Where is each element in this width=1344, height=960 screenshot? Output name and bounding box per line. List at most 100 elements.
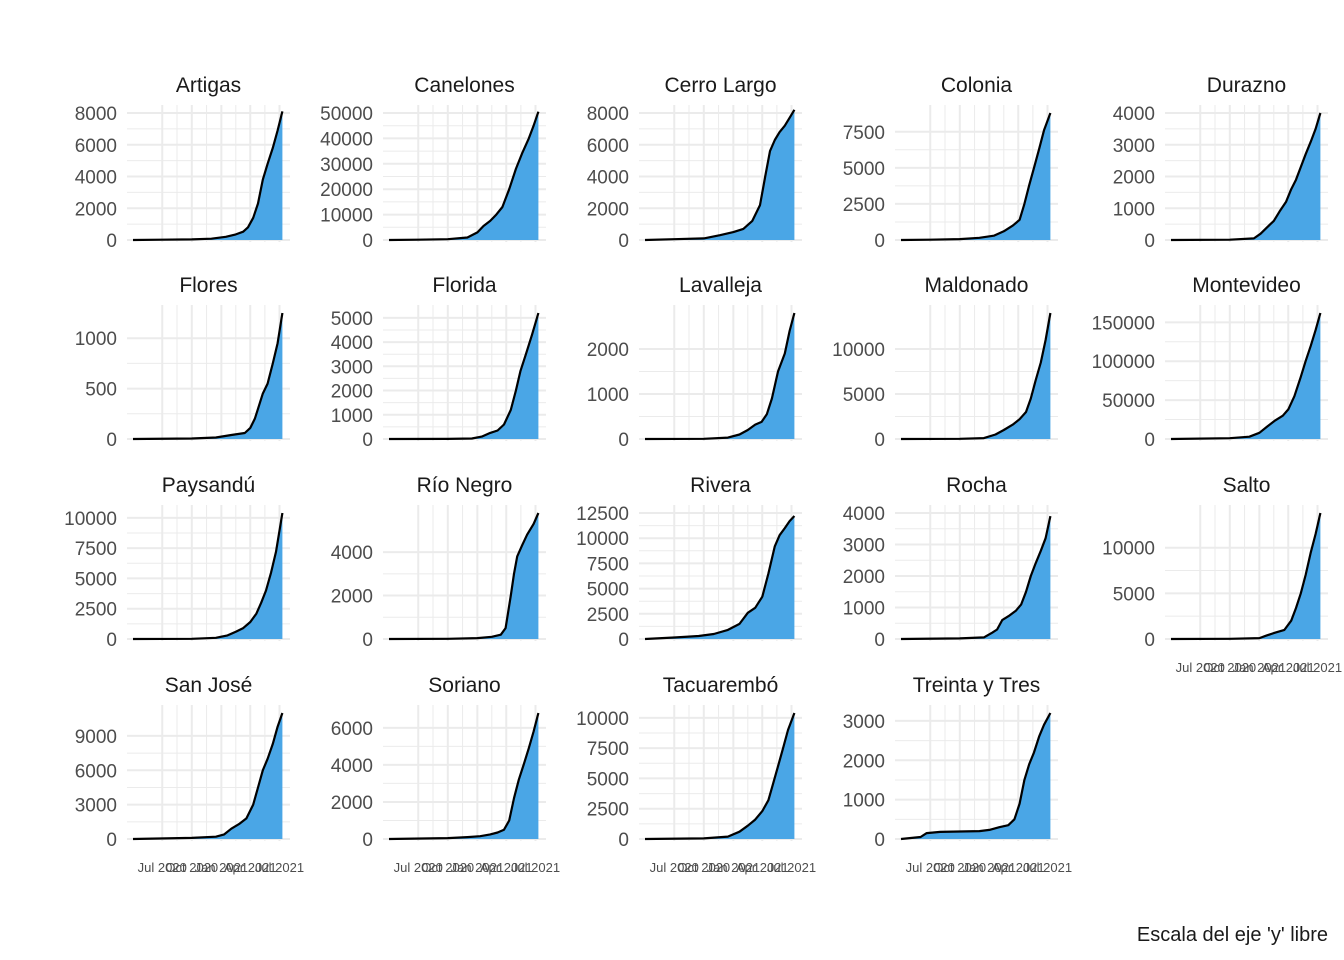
series-line-artigas	[132, 111, 284, 242]
y-axis: 0 5000 10000	[832, 340, 1058, 451]
y-tick-label: 0	[362, 231, 373, 252]
x-tick-label: Apr 2021	[480, 860, 533, 875]
y-tick-label: 7500	[587, 554, 629, 575]
x-tick-label: Jul 2021	[1293, 660, 1342, 675]
y-tick-label: 2500	[587, 605, 629, 626]
y-tick-label: 0	[1144, 430, 1155, 451]
y-tick-label: 0	[618, 430, 629, 451]
series-line-colonia	[900, 112, 1052, 242]
panel-rocha: 0 1000 2000 3000 4000 Rocha	[843, 474, 1058, 651]
y-axis: 0 5000 10000	[1102, 539, 1328, 651]
x-tick-label: Apr 2021	[736, 860, 789, 875]
y-tick-label: 6000	[331, 719, 373, 740]
y-tick-label: 7500	[587, 739, 629, 760]
y-tick-label: 3000	[1113, 136, 1155, 157]
y-tick-label: 500	[85, 380, 117, 401]
panel-title-cerro-largo: Cerro Largo	[664, 74, 776, 97]
y-tick-label: 3000	[75, 796, 117, 817]
y-tick-label: 4000	[331, 333, 373, 354]
panel-title-canelones: Canelones	[414, 74, 514, 97]
panel-rio-negro: 0 2000 4000 Río Negro	[331, 474, 546, 651]
chart-caption: Escala del eje 'y' libre	[1137, 924, 1328, 946]
y-tick-label: 0	[618, 830, 629, 851]
series-area-rivera	[645, 516, 795, 639]
y-tick-label: 6000	[587, 136, 629, 157]
y-tick-label: 150000	[1092, 313, 1155, 334]
series-area-san-jose	[133, 713, 283, 839]
series-area-canelones	[389, 111, 539, 240]
y-tick-label: 50000	[1102, 391, 1155, 412]
panel-title-flores: Flores	[179, 274, 237, 297]
x-tick-label: Jan 2021	[1233, 660, 1287, 675]
y-tick-label: 0	[618, 630, 629, 651]
x-tick-label: Jul 2020	[138, 860, 187, 875]
y-tick-label: 10000	[1102, 539, 1155, 560]
series-area-colonia	[901, 113, 1051, 240]
y-tick-label: 0	[874, 630, 885, 651]
y-tick-label: 2500	[587, 800, 629, 821]
x-tick-label: Jan 2021	[707, 860, 761, 875]
series-line-lavalleja	[644, 312, 796, 441]
y-tick-label: 0	[874, 231, 885, 252]
panel-colonia: 0 2500 5000 7500 Colonia	[843, 74, 1058, 252]
series-line-rivera	[644, 515, 796, 641]
y-tick-label: 1000	[843, 791, 885, 812]
y-tick-label: 2000	[587, 340, 629, 361]
y-tick-label: 3000	[843, 712, 885, 733]
x-tick-label: Apr 2021	[992, 860, 1045, 875]
y-tick-label: 2000	[75, 199, 117, 220]
panel-title-durazno: Durazno	[1207, 74, 1286, 97]
panel-title-treinta-y-tres: Treinta y Tres	[913, 674, 1041, 697]
series-area-lavalleja	[645, 313, 795, 439]
series-area-maldonado	[901, 313, 1051, 439]
x-gridlines	[1199, 505, 1319, 641]
y-tick-label: 5000	[1113, 584, 1155, 605]
series-area-soriano	[389, 713, 539, 839]
y-tick-label: 10000	[576, 529, 629, 550]
y-tick-label: 0	[362, 630, 373, 651]
y-tick-label: 10000	[64, 509, 117, 530]
y-tick-label: 0	[874, 830, 885, 851]
y-tick-label: 0	[1144, 630, 1155, 651]
y-tick-label: 5000	[587, 580, 629, 601]
series-line-soriano	[388, 712, 540, 841]
y-axis: 0 1000 2000 3000 4000	[1113, 104, 1328, 252]
series-line-rocha	[900, 515, 1052, 641]
panel-title-san-jose: San José	[165, 674, 253, 697]
series-line-flores	[132, 312, 284, 441]
x-tick-label: Jan 2021	[963, 860, 1017, 875]
y-tick-label: 9000	[75, 727, 117, 748]
y-tick-label: 8000	[587, 104, 629, 125]
y-axis: 0 50000 100000 150000	[1092, 313, 1328, 451]
series-area-rio-negro	[389, 513, 539, 639]
y-tick-label: 0	[1144, 231, 1155, 252]
y-tick-label: 2000	[331, 587, 373, 608]
y-tick-label: 3000	[331, 357, 373, 378]
panel-title-soriano: Soriano	[428, 674, 500, 697]
panel-title-salto: Salto	[1223, 474, 1271, 497]
panel-rivera: 0 2500 5000 7500 10000 12500 Rivera	[576, 474, 802, 651]
panel-lavalleja: 0 1000 2000 Lavalleja	[587, 274, 802, 451]
y-tick-label: 5000	[331, 309, 373, 330]
y-tick-label: 0	[874, 430, 885, 451]
panel-title-rivera: Rivera	[690, 474, 751, 497]
y-tick-label: 1000	[331, 406, 373, 427]
panel-canelones: 0 10000 20000 30000 40000 50000 Canelones	[320, 74, 546, 252]
panel-title-florida: Florida	[432, 274, 497, 297]
y-tick-label: 8000	[75, 104, 117, 125]
series-line-canelones	[388, 111, 540, 242]
series-area-cerro-largo	[645, 109, 795, 240]
series-line-durazno	[1170, 112, 1322, 242]
y-tick-label: 4000	[587, 168, 629, 189]
y-tick-label: 2000	[331, 793, 373, 814]
series-line-tacuarembo	[644, 712, 796, 841]
y-tick-label: 20000	[320, 180, 373, 201]
series-line-florida	[388, 312, 540, 441]
x-tick-label: Oct 2020	[165, 860, 218, 875]
y-tick-label: 10000	[320, 206, 373, 227]
